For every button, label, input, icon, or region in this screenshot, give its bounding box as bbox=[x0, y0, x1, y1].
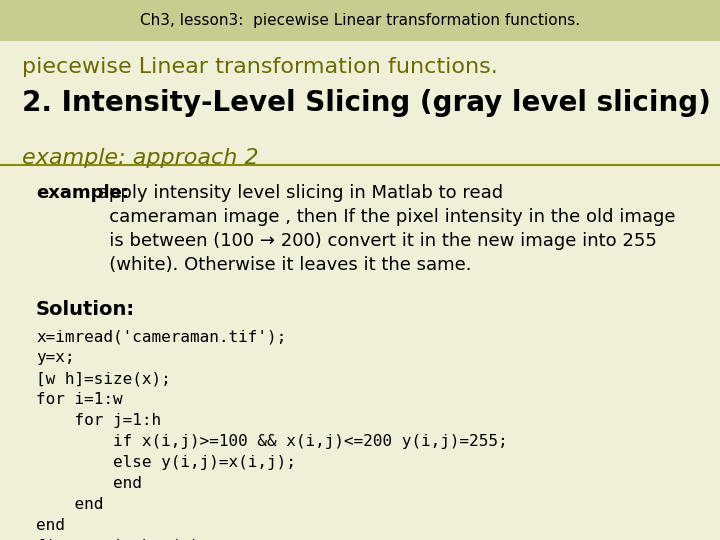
Text: example:: example: bbox=[36, 184, 129, 201]
Text: 2. Intensity-Level Slicing (gray level slicing): 2. Intensity-Level Slicing (gray level s… bbox=[22, 89, 711, 117]
Text: Ch3, lesson3:  piecewise Linear transformation functions.: Ch3, lesson3: piecewise Linear transform… bbox=[140, 13, 580, 28]
Text: Solution:: Solution: bbox=[36, 300, 135, 319]
Text: x=imread('cameraman.tif');
y=x;
[w h]=size(x);
for i=1:w
    for j=1:h
        i: x=imread('cameraman.tif'); y=x; [w h]=si… bbox=[36, 329, 508, 540]
Text: apply intensity level slicing in Matlab to read
   cameraman image , then If the: apply intensity level slicing in Matlab … bbox=[92, 184, 675, 274]
Text: example: approach 2: example: approach 2 bbox=[22, 148, 258, 168]
Text: piecewise Linear transformation functions.: piecewise Linear transformation function… bbox=[22, 57, 498, 77]
FancyBboxPatch shape bbox=[0, 0, 720, 40]
